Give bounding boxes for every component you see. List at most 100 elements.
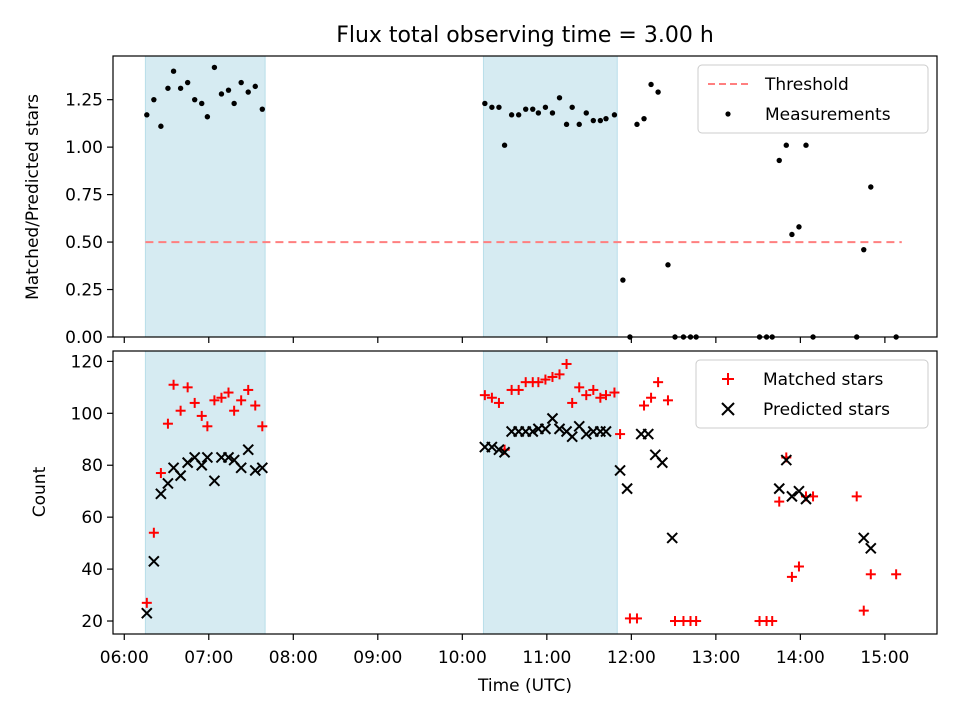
predicted-star-point: [600, 425, 612, 438]
matched-star-point: [141, 597, 152, 608]
predicted-star-point: [242, 443, 254, 456]
matched-star-point: [168, 379, 179, 390]
measurement-point: [776, 157, 782, 164]
measurement-point: [158, 123, 164, 129]
measurement-point: [489, 104, 495, 110]
measurement-point: [177, 85, 184, 91]
matched-star-point: [216, 392, 227, 403]
measurement-point: [796, 224, 802, 230]
top-plot-frame: [112, 55, 938, 338]
measurement-point: [665, 262, 671, 268]
y-tick-label: 100: [71, 404, 103, 424]
top-panel: 0.00 0.25 0.50 0.75 1.00 1.25 Matched/Predict…: [23, 55, 938, 348]
top-x-ticks: [123, 337, 886, 343]
measurement-point: [783, 142, 789, 148]
predicted-star-point: [249, 464, 261, 477]
bottom-panel: 20 40 60 80 100 120 06:00 07:00 08:00 09:00 10:00…: [30, 350, 938, 696]
matched-star-point: [670, 616, 681, 627]
predicted-star-point: [256, 462, 269, 474]
bottom-legend: Matched stars Predicted stars: [695, 359, 929, 429]
predicted-star-point: [621, 482, 633, 495]
y-tick-label: 0.50: [65, 233, 103, 253]
predicted-star-point: [566, 430, 578, 443]
predicted-star-point: [208, 475, 221, 487]
measurement-point: [184, 79, 191, 86]
measurement-point: [542, 104, 549, 110]
matched-star-point: [639, 400, 650, 411]
matched-star-point: [561, 358, 572, 369]
measurement-point: [238, 79, 244, 86]
measurement-point: [218, 91, 225, 97]
y-tick-label: 0.75: [65, 186, 103, 206]
bottom-y-axis-label: Count: [30, 466, 50, 517]
y-tick-label: 40: [81, 560, 103, 580]
predicted-star-point: [148, 555, 160, 568]
matched-stars-legend-icon: [722, 373, 734, 385]
measurement-point: [151, 96, 157, 103]
matched-star-point: [513, 384, 524, 395]
measurement-point: [861, 246, 867, 253]
measurement-point: [569, 104, 575, 110]
predicted-stars-legend-icon: [721, 402, 735, 416]
y-tick-label: 80: [81, 456, 103, 476]
measurement-point: [641, 115, 647, 122]
x-tick-label: 08:00: [269, 648, 318, 668]
matched-star-point: [175, 405, 186, 416]
measurement-point: [165, 85, 171, 91]
matched-star-point: [202, 421, 213, 432]
matched-stars-legend-label: Matched stars: [763, 370, 883, 390]
matched-star-point: [189, 397, 200, 408]
matched-star-point: [196, 410, 207, 421]
x-tick-label: 07:00: [184, 648, 233, 668]
shaded-interval: [482, 350, 618, 635]
bottom-shaded-intervals: [144, 350, 618, 635]
y-tick-label: 0.00: [65, 328, 103, 348]
measurement-point: [170, 68, 177, 74]
measurement-point: [231, 100, 237, 107]
predicted-star-point: [614, 464, 626, 477]
measurement-point: [556, 95, 563, 101]
top-shaded-intervals: [144, 55, 618, 338]
predicted-star-point: [553, 423, 566, 435]
measurement-point: [648, 81, 654, 88]
threshold-legend-label: Threshold: [764, 75, 849, 95]
matched-star-point: [646, 392, 657, 403]
y-tick-label: 20: [81, 612, 103, 632]
predicted-star-point: [800, 493, 812, 505]
predicted-star-point: [642, 428, 654, 440]
measurement-point: [191, 96, 198, 103]
predicted-star-point: [865, 542, 877, 555]
matched-star-point: [786, 571, 797, 582]
measurement-point: [583, 110, 589, 116]
predicted-star-point: [486, 441, 498, 453]
bottom-y-ticks: 20 40 60 80 100 120: [71, 352, 113, 632]
measurement-point: [530, 106, 536, 112]
matched-star-point: [229, 405, 240, 416]
matched-star-point: [851, 491, 862, 502]
matched-star-point: [540, 374, 551, 385]
measurement-point: [597, 117, 604, 124]
top-y-ticks: 0.00 0.25 0.50 0.75 1.00 1.25: [65, 91, 113, 348]
top-legend: Threshold Measurements: [697, 64, 929, 134]
measurement-point: [535, 110, 542, 116]
matched-star-point: [243, 384, 254, 395]
matched-star-point: [767, 616, 778, 627]
matched-star-point: [554, 369, 565, 380]
measurement-point: [225, 87, 232, 93]
x-tick-label: 14:00: [776, 648, 825, 668]
measurements-legend-icon: [725, 111, 731, 117]
x-tick-label: 13:00: [691, 648, 740, 668]
measurement-point: [789, 231, 795, 238]
predicted-star-point: [539, 423, 552, 435]
measurement-point: [204, 114, 211, 120]
matched-star-point: [662, 395, 673, 406]
measurement-point: [523, 106, 529, 112]
predicted-star-point: [786, 490, 798, 503]
measurement-point: [590, 117, 597, 124]
measurement-point: [634, 121, 640, 128]
matched-star-point: [858, 605, 869, 616]
measurement-point: [515, 112, 522, 118]
measurement-point: [603, 115, 609, 122]
predicted-star-point: [773, 482, 785, 495]
